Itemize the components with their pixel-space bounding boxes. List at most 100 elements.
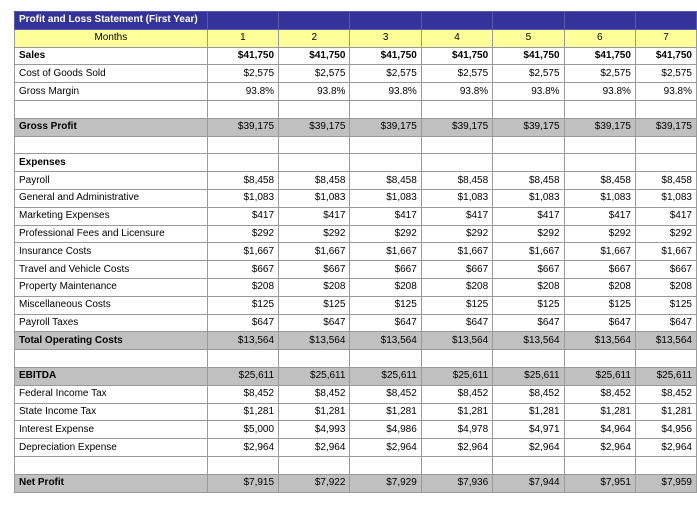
profit-loss-table: Profit and Loss Statement (First Year) M… bbox=[14, 11, 697, 493]
value-cell: $417 bbox=[206, 206, 280, 226]
table-row: Total Operating Costs $13,564 $13,564 $13,5… bbox=[14, 331, 697, 351]
value-cell: $4,978 bbox=[420, 420, 494, 440]
table-row bbox=[14, 99, 697, 119]
value-cell: $417 bbox=[492, 206, 565, 226]
value-cell bbox=[563, 455, 636, 475]
value-cell: $2,964 bbox=[349, 438, 422, 457]
value-cell: 93.8% bbox=[420, 82, 494, 101]
value-cell: $7,944 bbox=[492, 473, 565, 493]
value-cell: $5,000 bbox=[206, 420, 280, 440]
value-cell: 93.8% bbox=[563, 82, 636, 101]
value-cell: $208 bbox=[278, 277, 351, 297]
value-cell: $2,575 bbox=[206, 64, 280, 84]
value-cell bbox=[634, 99, 697, 119]
row-label: Federal Income Tax bbox=[14, 384, 208, 404]
table-row bbox=[14, 349, 697, 368]
value-cell bbox=[492, 135, 565, 155]
value-cell: $8,458 bbox=[349, 171, 422, 190]
value-cell: $13,564 bbox=[563, 331, 636, 351]
row-label: Payroll Taxes bbox=[14, 313, 208, 333]
value-cell: $8,458 bbox=[420, 171, 494, 190]
value-cell: $8,452 bbox=[563, 384, 636, 404]
value-cell: $8,458 bbox=[492, 171, 565, 190]
value-cell bbox=[563, 153, 636, 173]
value-cell bbox=[349, 99, 422, 119]
value-cell bbox=[634, 349, 697, 368]
value-cell: $125 bbox=[563, 295, 636, 315]
value-cell: $1,083 bbox=[634, 188, 697, 208]
value-cell bbox=[206, 455, 280, 475]
row-label: Net Profit bbox=[14, 473, 208, 493]
table-row: EBITDA $25,611 $25,611 $25,611 $25,611 $25,61… bbox=[14, 366, 697, 386]
value-cell: $667 bbox=[634, 260, 697, 279]
value-cell: $667 bbox=[349, 260, 422, 279]
value-cell bbox=[278, 153, 351, 173]
value-cell: $13,564 bbox=[492, 331, 565, 351]
table-row: Net Profit $7,915 $7,922 $7,929 $7,936 $7,944… bbox=[14, 473, 697, 493]
value-cell bbox=[206, 99, 280, 119]
value-cell: $8,452 bbox=[349, 384, 422, 404]
month-header: 3 bbox=[349, 28, 422, 48]
value-cell: $2,964 bbox=[206, 438, 280, 457]
value-cell: $1,281 bbox=[420, 402, 494, 422]
value-cell: $39,175 bbox=[492, 117, 565, 137]
month-header: 7 bbox=[634, 28, 697, 48]
value-cell: 93.8% bbox=[349, 82, 422, 101]
value-cell: $2,575 bbox=[492, 64, 565, 84]
value-cell: $25,611 bbox=[634, 366, 697, 386]
value-cell: $1,083 bbox=[420, 188, 494, 208]
row-label: Property Maintenance bbox=[14, 277, 208, 297]
value-cell: $667 bbox=[563, 260, 636, 279]
value-cell: $208 bbox=[206, 277, 280, 297]
month-header: 4 bbox=[420, 28, 494, 48]
value-cell: $1,083 bbox=[349, 188, 422, 208]
value-cell: $25,611 bbox=[206, 366, 280, 386]
row-label: Gross Margin bbox=[14, 82, 208, 101]
value-cell: $1,667 bbox=[634, 242, 697, 262]
value-cell: $8,458 bbox=[278, 171, 351, 190]
value-cell: $208 bbox=[563, 277, 636, 297]
value-cell: $667 bbox=[420, 260, 494, 279]
value-cell: $667 bbox=[492, 260, 565, 279]
value-cell: $1,281 bbox=[349, 402, 422, 422]
row-label: Travel and Vehicle Costs bbox=[14, 260, 208, 279]
value-cell: $647 bbox=[349, 313, 422, 333]
value-cell: $292 bbox=[420, 224, 494, 244]
row-label bbox=[14, 349, 208, 368]
value-cell: $13,564 bbox=[349, 331, 422, 351]
row-label: General and Administrative bbox=[14, 188, 208, 208]
value-cell: $39,175 bbox=[278, 117, 351, 137]
value-cell: $208 bbox=[634, 277, 697, 297]
table-row: Insurance Costs $1,667 $1,667 $1,667 $1,667 $… bbox=[14, 242, 697, 262]
table-row: Professional Fees and Licensure $292 $292 $… bbox=[14, 224, 697, 244]
value-cell: $7,929 bbox=[349, 473, 422, 493]
value-cell: $2,575 bbox=[349, 64, 422, 84]
value-cell: $1,281 bbox=[563, 402, 636, 422]
value-cell: $8,452 bbox=[278, 384, 351, 404]
value-cell: $41,750 bbox=[349, 46, 422, 66]
table-title: Profit and Loss Statement (First Year) bbox=[14, 11, 208, 30]
value-cell bbox=[563, 349, 636, 368]
value-cell bbox=[563, 99, 636, 119]
value-cell bbox=[206, 153, 280, 173]
value-cell: $1,281 bbox=[206, 402, 280, 422]
table-row bbox=[14, 135, 697, 155]
value-cell: $8,452 bbox=[492, 384, 565, 404]
table-row: Gross Margin 93.8% 93.8% 93.8% 93.8% 93.8% 93.… bbox=[14, 82, 697, 101]
value-cell: $4,971 bbox=[492, 420, 565, 440]
value-cell bbox=[278, 135, 351, 155]
value-cell: $7,922 bbox=[278, 473, 351, 493]
value-cell: $2,964 bbox=[634, 438, 697, 457]
value-cell: $647 bbox=[563, 313, 636, 333]
value-cell: $125 bbox=[349, 295, 422, 315]
value-cell: $8,458 bbox=[563, 171, 636, 190]
value-cell: $125 bbox=[492, 295, 565, 315]
value-cell bbox=[634, 455, 697, 475]
value-cell: $13,564 bbox=[278, 331, 351, 351]
value-cell: $7,959 bbox=[634, 473, 697, 493]
table-row: Miscellaneous Costs $125 $125 $125 $125 $125 $… bbox=[14, 295, 697, 315]
value-cell bbox=[206, 135, 280, 155]
value-cell: $25,611 bbox=[278, 366, 351, 386]
value-cell: $1,083 bbox=[563, 188, 636, 208]
months-label: Months bbox=[14, 28, 208, 48]
